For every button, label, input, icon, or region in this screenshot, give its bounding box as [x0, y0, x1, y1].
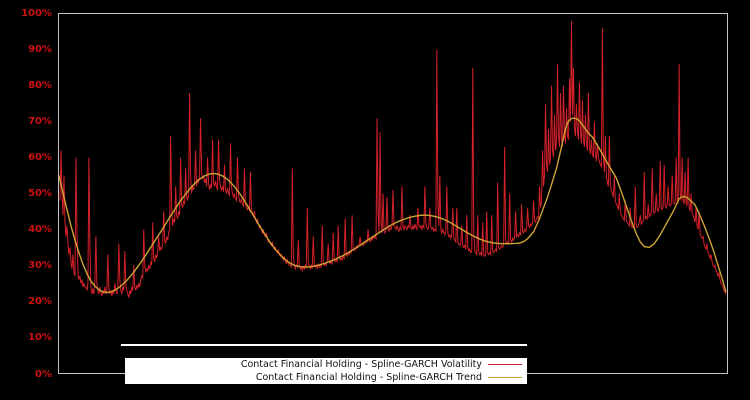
- y-axis-tick-label: 60%: [28, 151, 52, 163]
- legend-line-swatch-trend: [488, 376, 522, 379]
- plot-area: Contact Financial Holding - Spline-GARCH…: [58, 13, 728, 384]
- y-axis-tick-label: 90%: [28, 43, 52, 55]
- y-axis-tick-label: 80%: [28, 79, 52, 91]
- legend: Contact Financial Holding - Spline-GARCH…: [125, 358, 527, 384]
- y-axis-tick-label: 50%: [28, 188, 52, 199]
- legend-item-volatility: Contact Financial Holding - Spline-GARCH…: [125, 359, 522, 371]
- legend-line-swatch-volatility: [488, 363, 522, 366]
- y-axis-tick-label: 30%: [28, 260, 52, 272]
- y-axis-tick-label: 40%: [28, 224, 52, 236]
- volatility-line: [59, 21, 727, 298]
- y-axis: 0% 10% 20% 30% 40% 50% 60% 70% 80% 90% 100%: [0, 0, 52, 400]
- y-axis-tick-label: 20%: [28, 296, 52, 308]
- y-axis-tick-label: 70%: [28, 115, 52, 127]
- trend-line: [59, 117, 727, 294]
- legend-label-volatility: Contact Financial Holding - Spline-GARCH…: [240, 358, 482, 370]
- y-axis-tick-label: 0%: [35, 368, 52, 380]
- y-axis-tick-label: 100%: [21, 7, 52, 19]
- legend-item-trend: Contact Financial Holding - Spline-GARCH…: [125, 372, 522, 384]
- plot-svg: [59, 21, 727, 298]
- legend-label-trend: Contact Financial Holding - Spline-GARCH…: [255, 371, 482, 383]
- y-axis-tick-label: 10%: [28, 332, 52, 344]
- legend-frame-line: [121, 344, 527, 346]
